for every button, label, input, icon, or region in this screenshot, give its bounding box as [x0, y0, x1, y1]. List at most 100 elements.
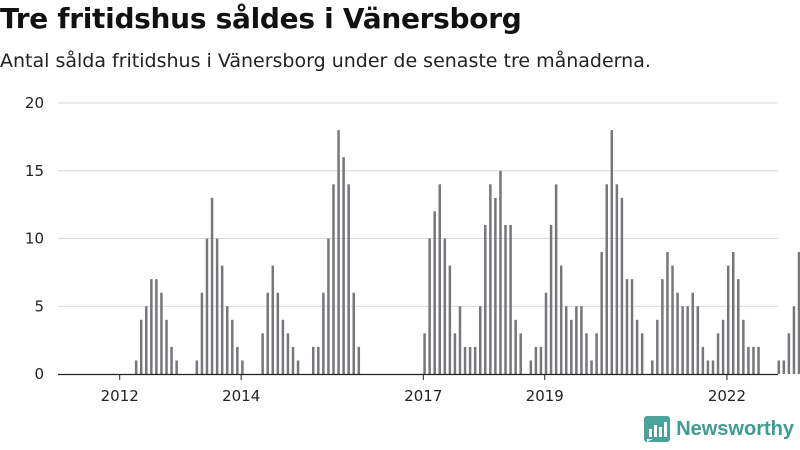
bar: [210, 197, 214, 374]
bar: [236, 346, 239, 374]
bar: [195, 360, 199, 374]
bar: [342, 157, 345, 374]
bar: [671, 265, 674, 374]
bar: [205, 238, 209, 374]
bar: [261, 333, 264, 374]
bar: [443, 238, 447, 374]
bar: [175, 360, 178, 374]
bar: [792, 306, 796, 374]
bar: [165, 319, 168, 374]
bar: [150, 279, 153, 374]
bar: [777, 360, 781, 374]
bar: [640, 333, 644, 374]
bar: [428, 238, 431, 374]
bar: [635, 319, 639, 374]
x-tick-label: 2019: [526, 387, 564, 405]
bar: [554, 184, 558, 374]
newsworthy-logo-icon: [644, 416, 671, 442]
bar: [286, 333, 290, 374]
bar: [200, 292, 204, 374]
bar: [701, 346, 705, 374]
bar: [317, 346, 320, 374]
bar: [241, 360, 244, 374]
bar: [549, 224, 553, 374]
brand-logo[interactable]: Newsworthy: [644, 416, 794, 442]
bar: [312, 346, 315, 374]
bar: [797, 252, 800, 374]
bar: [747, 346, 750, 374]
bar: [478, 306, 482, 374]
bar: [691, 292, 694, 374]
bar: [559, 265, 563, 374]
bar: [423, 333, 426, 374]
bar: [539, 346, 543, 374]
bar: [499, 170, 502, 374]
bar: [468, 346, 472, 374]
bar: [565, 306, 568, 374]
bar: [215, 238, 219, 374]
bar: [666, 252, 669, 374]
bar: [742, 319, 745, 374]
chart-title: Tre fritidshus såldes i Vänersborg: [0, 2, 522, 35]
bar: [534, 346, 538, 374]
bar: [529, 360, 533, 374]
bar: [220, 265, 224, 374]
bar: [651, 360, 654, 374]
bar: [661, 279, 664, 374]
x-tick-label: 2017: [404, 387, 442, 405]
bar: [145, 306, 148, 374]
brand-name: Newsworthy: [676, 417, 794, 440]
bar: [509, 224, 512, 374]
bar: [787, 333, 791, 374]
bar: [473, 346, 477, 374]
bar: [463, 346, 467, 374]
x-tick-label: 2012: [101, 387, 139, 405]
bar: [170, 346, 173, 374]
bar: [731, 252, 735, 374]
bar: [433, 211, 436, 374]
bar: [327, 238, 330, 374]
bar: [726, 265, 730, 374]
bar: [352, 292, 355, 374]
bar: [296, 360, 300, 374]
bar: [580, 306, 583, 374]
bar: [585, 333, 588, 374]
bar: [276, 292, 280, 374]
y-tick-label: 20: [25, 94, 44, 112]
bar: [347, 184, 350, 374]
bar: [332, 184, 335, 374]
bar: [656, 319, 659, 374]
bar: [160, 292, 163, 374]
bar: [504, 224, 507, 374]
bar: [231, 319, 234, 374]
bar: [600, 252, 603, 374]
bar: [575, 306, 578, 374]
bar: [271, 265, 275, 374]
bar: [225, 306, 229, 374]
bar: [757, 346, 760, 374]
bar: [357, 346, 361, 374]
bar: [458, 306, 462, 374]
bar: [448, 265, 452, 374]
bar: [134, 360, 138, 374]
bar: [544, 292, 548, 374]
bar: [630, 279, 634, 374]
bar: [489, 184, 492, 374]
chart-subtitle: Antal sålda fritidshus i Vänersborg unde…: [0, 50, 651, 72]
y-tick-label: 15: [25, 162, 44, 180]
bar: [782, 360, 786, 374]
x-tick-label: 2022: [708, 387, 746, 405]
bar: [752, 346, 755, 374]
y-tick-label: 10: [25, 230, 44, 248]
bar: [716, 333, 720, 374]
bar: [291, 346, 295, 374]
bar: [620, 197, 624, 374]
y-tick-label: 0: [34, 365, 44, 383]
bar: [696, 306, 700, 374]
bar: [519, 333, 522, 374]
bar: [681, 306, 684, 374]
bar: [590, 360, 593, 374]
bar: [322, 292, 325, 374]
bar: [605, 184, 608, 374]
bar: [438, 184, 441, 374]
